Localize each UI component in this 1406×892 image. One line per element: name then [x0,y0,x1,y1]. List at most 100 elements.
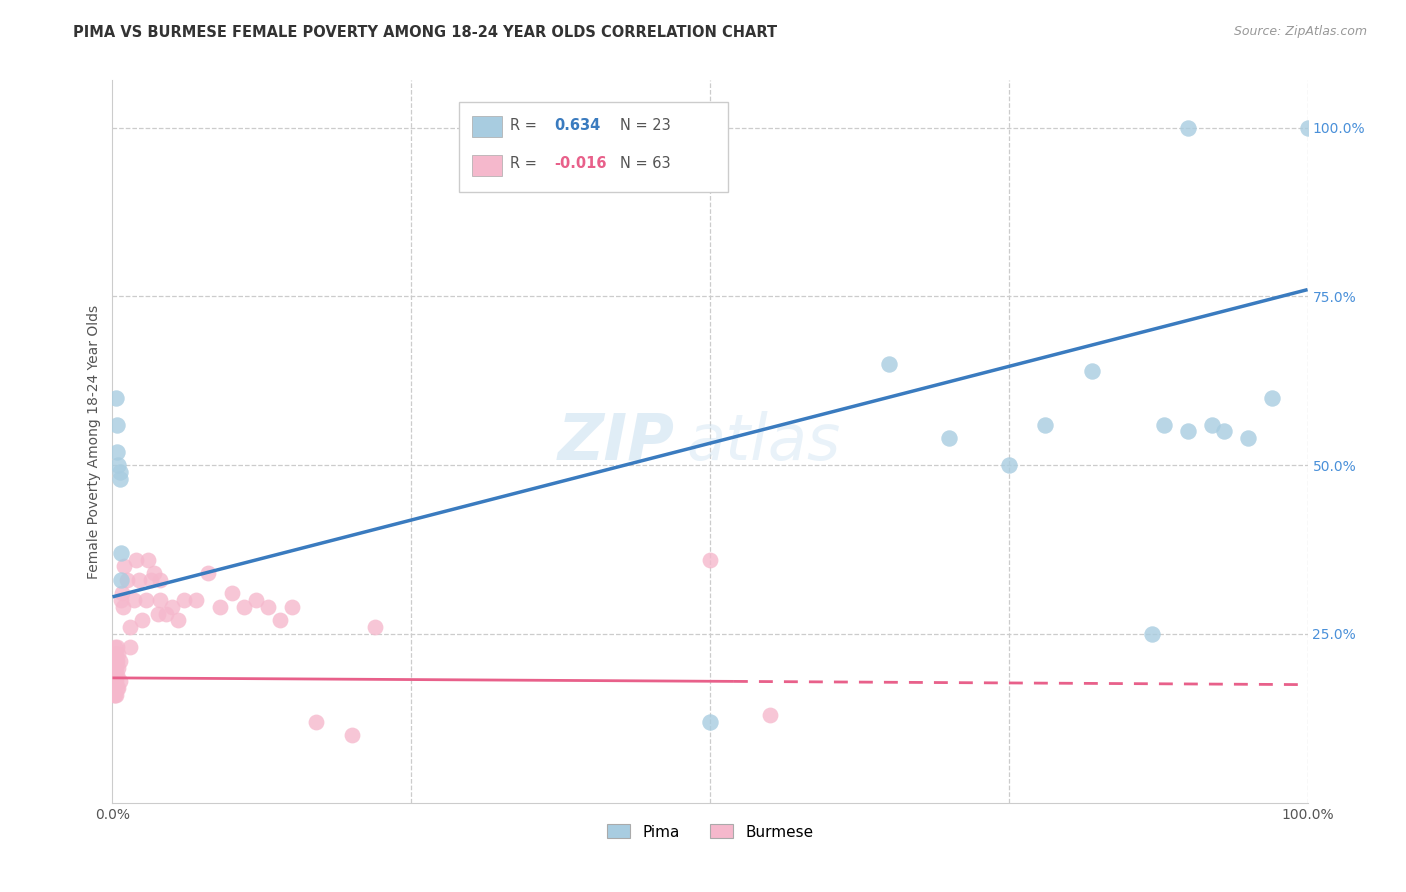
Point [104,667,127,681]
Point [103,667,125,681]
Point [105,444,128,458]
Point [340,728,363,742]
Point [131,614,153,628]
Point [245,593,267,607]
Point [1033,417,1056,432]
Point [221,586,243,600]
Point [197,566,219,581]
Y-axis label: Female Poverty Among 18-24 Year Olds: Female Poverty Among 18-24 Year Olds [87,304,101,579]
Point [759,708,782,723]
Point [107,647,129,661]
Point [122,593,145,607]
Text: R =: R = [510,118,537,133]
Point [149,573,172,587]
Point [104,661,127,675]
Point [120,620,142,634]
Point [305,714,328,729]
Text: atlas: atlas [686,410,841,473]
Point [115,573,138,587]
Text: ZIP: ZIP [557,410,675,473]
Point [103,654,125,668]
Point [105,391,128,405]
Point [1213,425,1236,439]
Point [143,566,166,581]
Point [103,681,125,695]
Point [104,688,127,702]
Point [110,573,132,587]
Point [107,458,129,472]
Point [105,417,128,432]
Point [108,674,131,689]
Point [104,674,127,689]
Point [186,593,208,607]
Point [105,654,128,668]
Point [105,661,128,675]
Point [1177,120,1199,135]
Text: -0.016: -0.016 [554,156,607,171]
Point [699,714,721,729]
Point [1153,417,1175,432]
FancyBboxPatch shape [472,154,502,177]
Point [1142,627,1164,641]
Point [281,599,304,614]
Point [139,573,162,587]
Point [107,661,129,675]
Point [107,681,129,695]
Point [103,661,125,675]
FancyBboxPatch shape [472,116,502,137]
Text: PIMA VS BURMESE FEMALE POVERTY AMONG 18-24 YEAR OLDS CORRELATION CHART: PIMA VS BURMESE FEMALE POVERTY AMONG 18-… [73,25,778,40]
Point [105,654,128,668]
Point [110,546,132,560]
Point [128,573,150,587]
Point [103,674,125,689]
Point [233,599,256,614]
Point [108,465,131,479]
Point [1237,431,1260,445]
Point [104,640,127,655]
FancyBboxPatch shape [458,102,728,193]
Point [167,614,190,628]
Point [125,552,148,566]
Point [105,688,128,702]
Point [104,647,127,661]
Point [105,674,128,689]
Point [149,593,172,607]
Point [105,667,128,681]
Point [879,357,901,371]
Point [112,599,135,614]
Point [120,640,142,655]
Point [135,593,157,607]
Point [108,654,131,668]
Point [699,552,721,566]
Text: N = 23: N = 23 [620,118,671,133]
Point [1201,417,1223,432]
Point [155,607,177,621]
Text: R =: R = [510,156,537,171]
Point [138,552,160,566]
Point [1296,120,1319,135]
Point [173,593,195,607]
Point [105,681,128,695]
Point [364,620,387,634]
Point [108,472,131,486]
Point [938,431,960,445]
Point [105,647,128,661]
Point [269,614,291,628]
Point [1177,425,1199,439]
Text: 0.634: 0.634 [554,118,600,133]
Point [162,599,183,614]
Point [146,607,169,621]
Point [1261,391,1284,405]
Point [998,458,1021,472]
Point [1081,364,1104,378]
Text: Source: ZipAtlas.com: Source: ZipAtlas.com [1233,25,1367,38]
Point [111,586,134,600]
Point [209,599,232,614]
Text: N = 63: N = 63 [620,156,671,171]
Point [257,599,280,614]
Point [110,593,132,607]
Point [105,640,128,655]
Point [114,559,135,574]
Point [103,647,125,661]
Point [103,688,125,702]
